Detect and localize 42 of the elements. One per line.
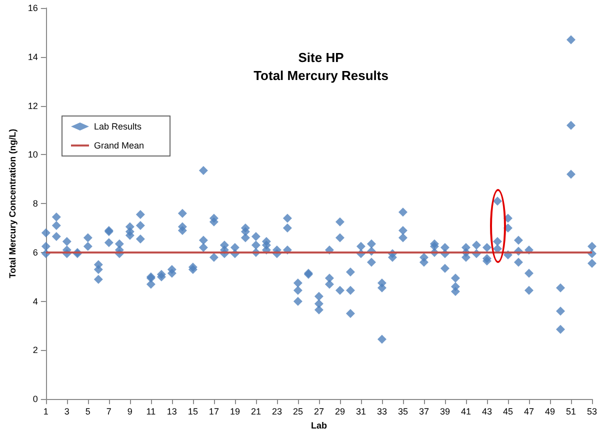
x-tick-label: 21 — [250, 406, 261, 417]
x-tick-label: 23 — [272, 406, 282, 417]
x-tick-label: 27 — [314, 406, 324, 417]
y-tick-label: 4 — [32, 296, 38, 306]
x-tick-label: 47 — [524, 406, 534, 417]
x-tick-label: 53 — [586, 406, 597, 417]
y-tick-label: 2 — [32, 345, 38, 356]
x-tick-label: 41 — [460, 406, 471, 417]
x-tick-label: 3 — [64, 406, 70, 417]
x-tick-label: 35 — [398, 406, 408, 417]
x-tick-label: 15 — [188, 406, 198, 417]
x-tick-label: 11 — [146, 406, 156, 417]
x-tick-label: 9 — [127, 406, 132, 417]
y-tick-label: 12 — [28, 100, 38, 111]
y-tick-label: 14 — [28, 52, 38, 62]
x-tick-label: 37 — [418, 406, 429, 417]
x-tick-label: 13 — [166, 406, 177, 417]
x-tick-label: 43 — [482, 406, 492, 417]
x-tick-label: 29 — [334, 406, 345, 417]
x-tick-label: 1 — [43, 406, 48, 417]
y-axis-title: Total Mercury Concentration (ng/L) — [8, 128, 18, 278]
legend-label: Lab Results — [94, 122, 142, 132]
x-tick-label: 49 — [544, 406, 555, 417]
x-tick-label: 5 — [85, 406, 90, 417]
legend-label: Grand Mean — [94, 140, 144, 150]
text: Total Mercury Results — [254, 68, 388, 83]
x-tick-label: 33 — [376, 406, 387, 417]
x-tick-label: 51 — [566, 406, 576, 417]
x-tick-label: 17 — [208, 406, 219, 417]
x-tick-label: 7 — [106, 406, 112, 417]
text: Site HP — [298, 50, 344, 65]
y-tick-label: 6 — [32, 247, 38, 258]
x-tick-label: 25 — [292, 406, 303, 417]
y-tick-label: 16 — [28, 3, 38, 13]
y-tick-label: 8 — [32, 198, 38, 209]
x-tick-label: 39 — [440, 406, 450, 417]
x-tick-label: 45 — [502, 406, 513, 417]
x-tick-label: 31 — [356, 406, 366, 417]
x-axis-title: Lab — [310, 420, 328, 430]
y-tick-label: 10 — [28, 150, 38, 160]
y-tick-label: 0 — [32, 394, 38, 404]
x-tick-label: 19 — [230, 406, 240, 417]
